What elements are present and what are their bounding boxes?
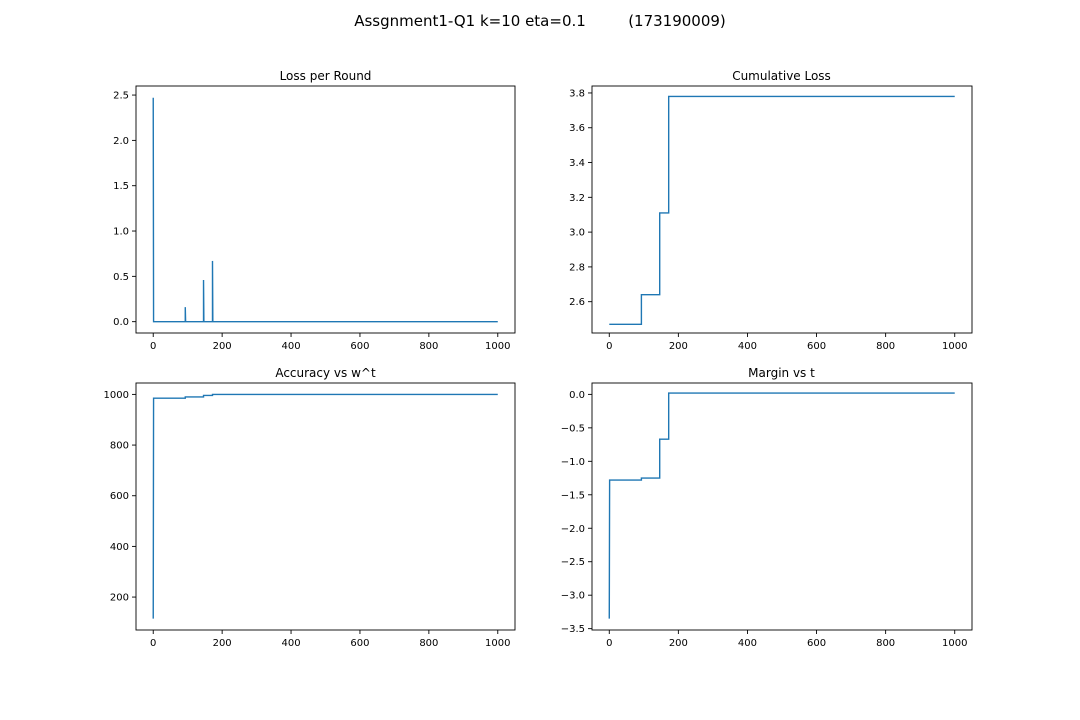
series-line bbox=[609, 95, 955, 325]
y-tick-label: −2.5 bbox=[561, 557, 585, 568]
x-tick-label: 400 bbox=[281, 638, 300, 649]
x-tick-label: 600 bbox=[807, 341, 826, 352]
x-tick-label: 0 bbox=[606, 341, 612, 352]
axes-frame bbox=[135, 382, 516, 631]
axes-frame bbox=[135, 85, 516, 334]
x-tick-label: 1000 bbox=[485, 341, 510, 352]
axes-frame bbox=[591, 382, 973, 631]
figure-title: Assgnment1-Q1 k=10 eta=0.1 bbox=[354, 12, 586, 30]
x-tick-label: 200 bbox=[669, 638, 688, 649]
y-tick-label: −0.5 bbox=[561, 423, 585, 434]
y-tick-label: 400 bbox=[110, 542, 129, 553]
y-tick-label: −1.0 bbox=[561, 457, 585, 468]
subplot-loss-per-round: Loss per Round 0 200 400 600 800 1000 0.0 0.5 1.… bbox=[113, 69, 516, 352]
x-tick-label: 800 bbox=[419, 638, 438, 649]
x-tick-label: 400 bbox=[738, 341, 757, 352]
x-tick-label: 0 bbox=[606, 638, 612, 649]
y-tick-label: 0.0 bbox=[569, 390, 585, 401]
y-tick-label: 3.4 bbox=[569, 158, 585, 169]
y-tick-label: 2.0 bbox=[113, 136, 129, 147]
y-tick-label: 800 bbox=[110, 441, 129, 452]
subplot-title: Accuracy vs w^t bbox=[275, 366, 376, 380]
y-tick-label: 3.8 bbox=[569, 88, 585, 99]
x-tick-label: 0 bbox=[150, 341, 156, 352]
x-tick-label: 600 bbox=[807, 638, 826, 649]
subplot-title: Margin vs t bbox=[748, 366, 815, 380]
x-tick-label: 1000 bbox=[942, 341, 967, 352]
series-line bbox=[152, 393, 498, 619]
y-tick-label: 600 bbox=[110, 491, 129, 502]
y-tick-label: 3.2 bbox=[569, 193, 585, 204]
series-line bbox=[152, 97, 498, 323]
y-tick-label: −3.0 bbox=[561, 591, 585, 602]
y-tick-label: −3.5 bbox=[561, 624, 585, 635]
x-tick-label: 800 bbox=[419, 341, 438, 352]
x-tick-label: 0 bbox=[150, 638, 156, 649]
y-tick-label: 2.6 bbox=[569, 297, 585, 308]
x-tick-label: 1000 bbox=[485, 638, 510, 649]
axes-frame bbox=[591, 85, 973, 334]
subplot-cumulative-loss: Cumulative Loss 0 200 400 600 800 1000 2.6 2.8 3… bbox=[569, 69, 973, 352]
series-line bbox=[608, 392, 955, 619]
y-tick-label: −1.5 bbox=[561, 490, 585, 501]
y-tick-label: 1000 bbox=[104, 390, 129, 401]
y-tick-label: 0.5 bbox=[113, 272, 129, 283]
y-tick-label: 2.5 bbox=[113, 91, 129, 102]
x-tick-label: 200 bbox=[669, 341, 688, 352]
y-tick-label: 3.6 bbox=[569, 123, 585, 134]
subplot-title: Cumulative Loss bbox=[732, 69, 831, 83]
x-tick-label: 800 bbox=[876, 341, 895, 352]
y-tick-label: 0.0 bbox=[113, 317, 129, 328]
x-tick-label: 200 bbox=[213, 638, 232, 649]
y-tick-label: 3.0 bbox=[569, 228, 585, 239]
x-tick-label: 1000 bbox=[942, 638, 967, 649]
y-tick-label: 2.8 bbox=[569, 262, 585, 273]
subplot-margin: Margin vs t 0 200 400 600 800 1000 0.0 −0.5 −1.0… bbox=[561, 366, 973, 649]
x-tick-label: 600 bbox=[350, 638, 369, 649]
y-tick-label: −2.0 bbox=[561, 524, 585, 535]
x-tick-label: 400 bbox=[281, 341, 300, 352]
x-tick-label: 600 bbox=[350, 341, 369, 352]
y-tick-label: 200 bbox=[110, 593, 129, 604]
y-tick-label: 1.5 bbox=[113, 181, 129, 192]
x-tick-label: 400 bbox=[738, 638, 757, 649]
y-tick-label: 1.0 bbox=[113, 227, 129, 238]
subplot-title: Loss per Round bbox=[280, 69, 372, 83]
x-tick-label: 800 bbox=[876, 638, 895, 649]
subplot-accuracy: Accuracy vs w^t 0 200 400 600 800 1000 200 400 6… bbox=[104, 366, 516, 649]
figure-id: (173190009) bbox=[628, 12, 726, 30]
x-tick-label: 200 bbox=[213, 341, 232, 352]
